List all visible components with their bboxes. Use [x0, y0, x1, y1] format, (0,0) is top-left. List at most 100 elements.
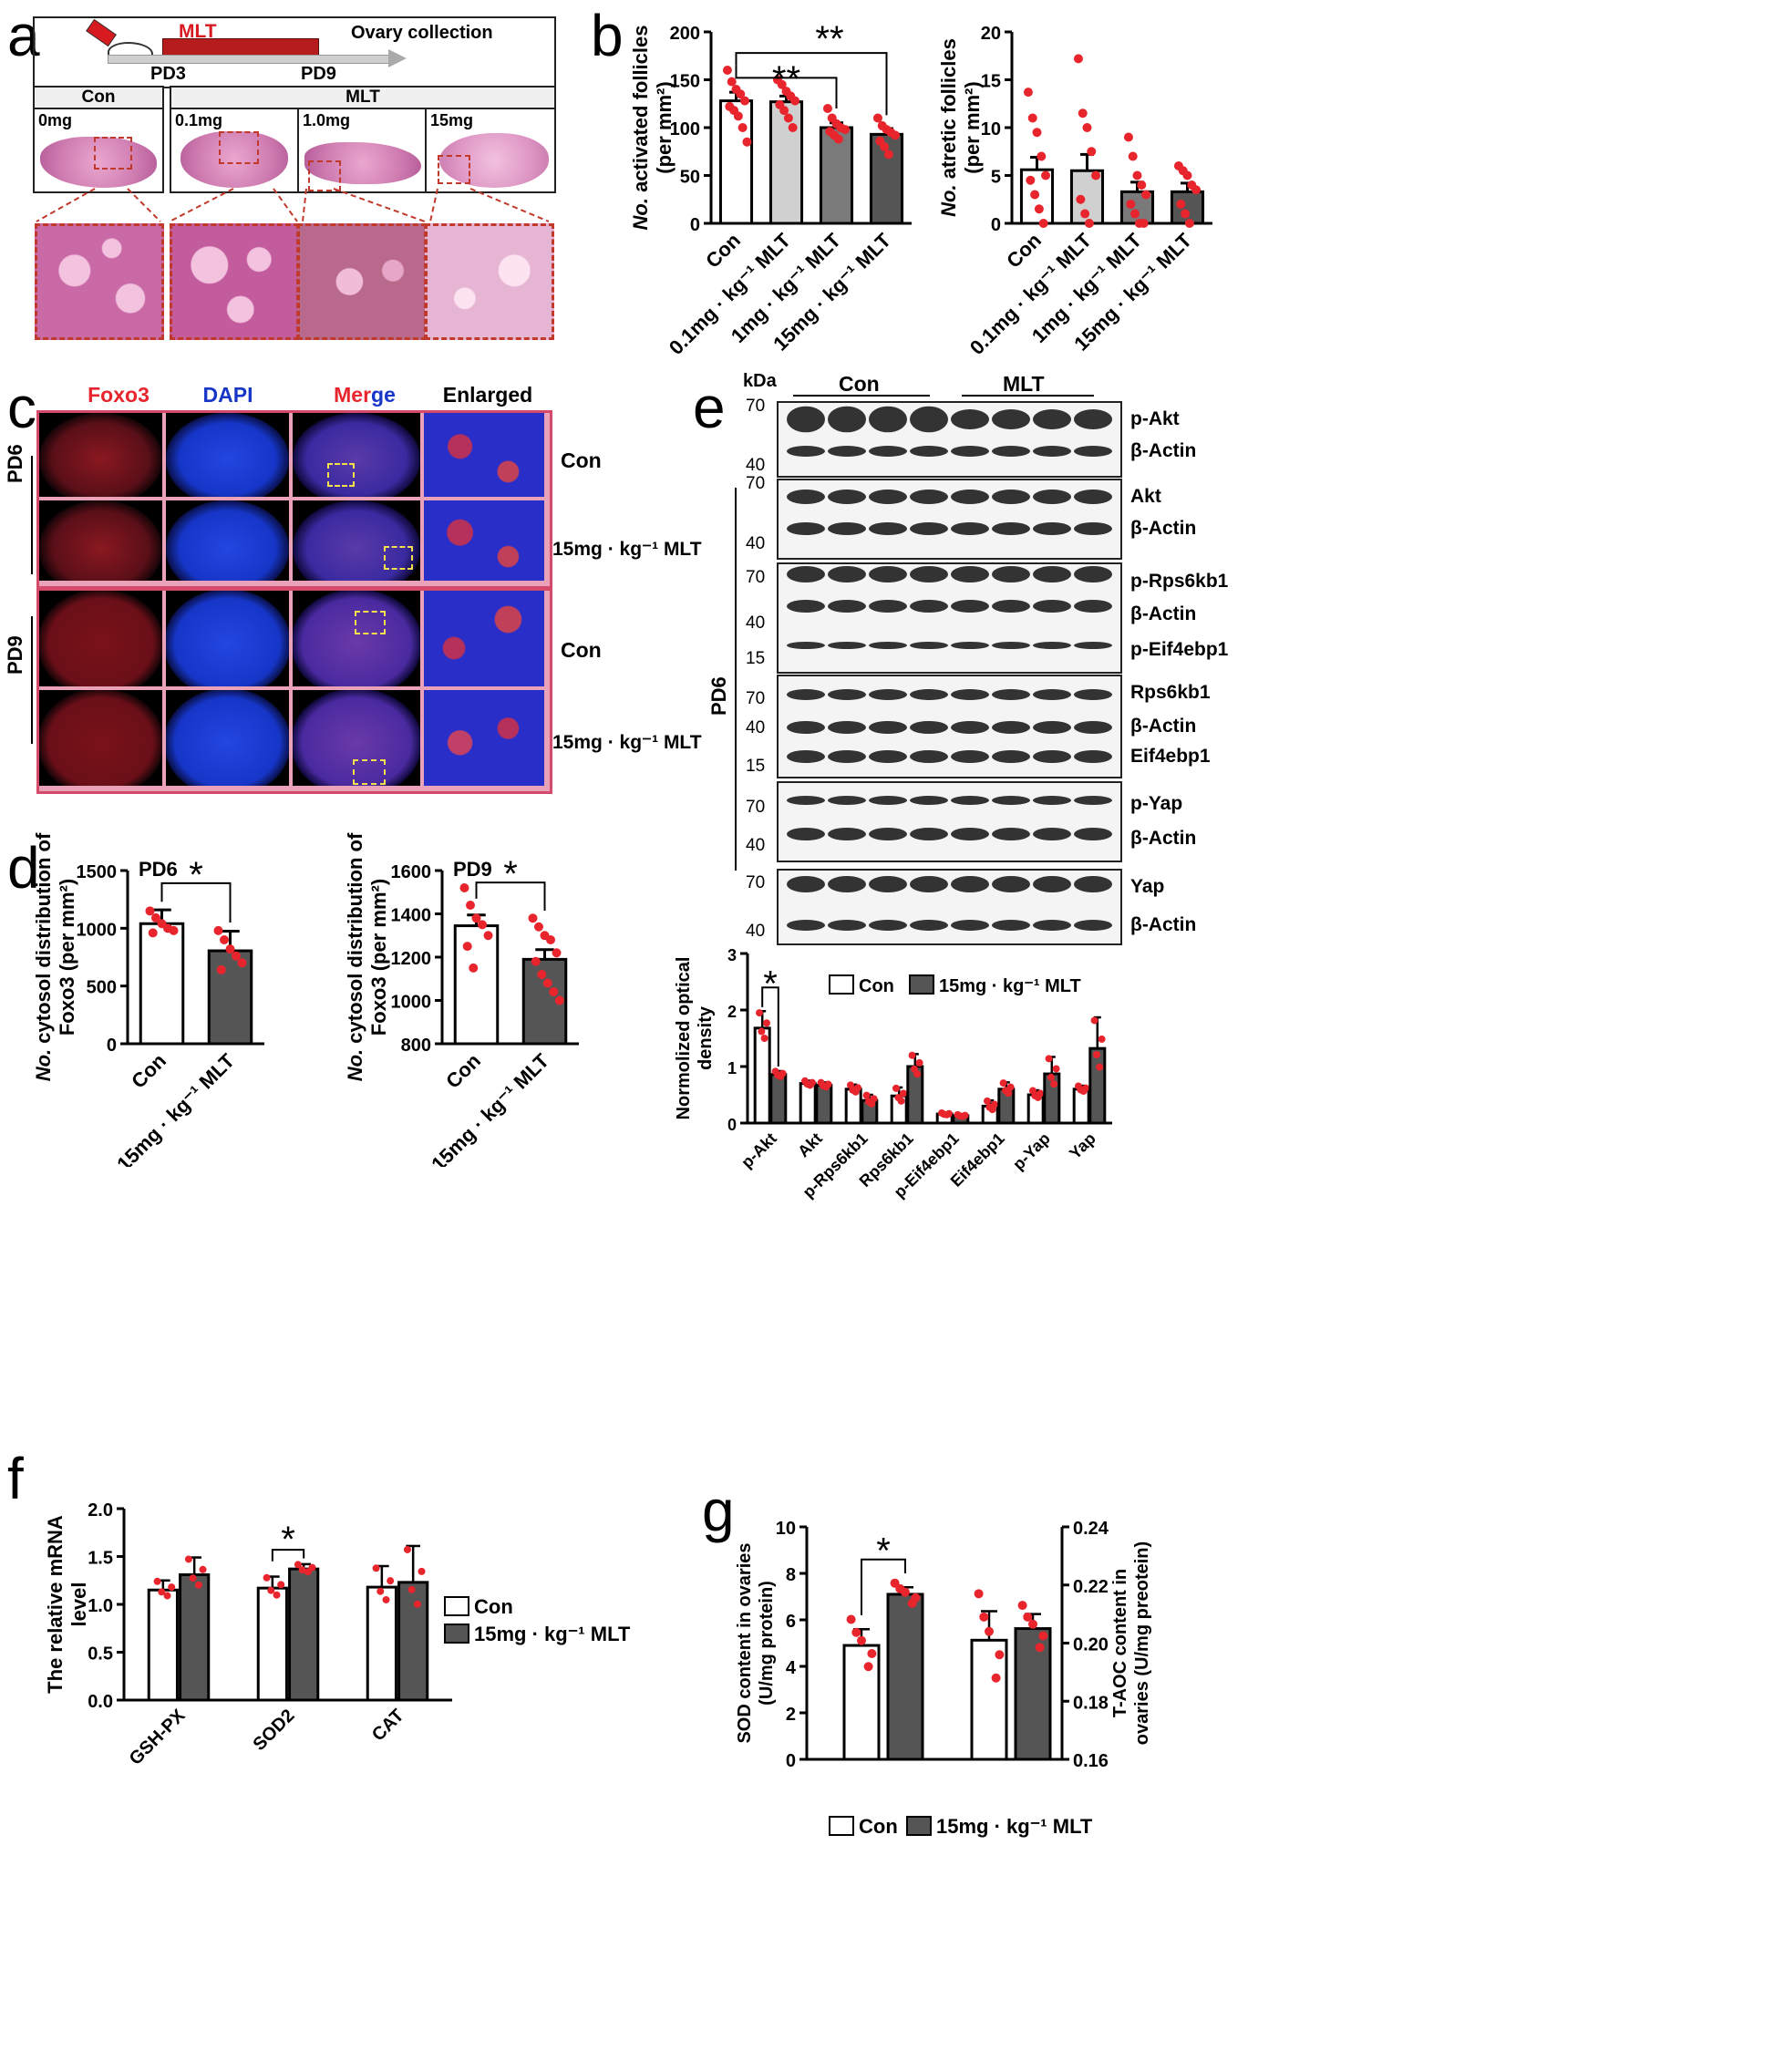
roi-box: [219, 131, 259, 164]
blot-band: [869, 828, 907, 840]
blot-band: [787, 828, 825, 840]
data-point: [1031, 1091, 1039, 1099]
blot-band: [951, 876, 989, 892]
panel-g-chart: 0 2 4 6 8 10 0.16 0.18 0.20 0.22 0.24 * SOD content …: [735, 1519, 1152, 1838]
blot-band: [1074, 446, 1112, 457]
blot-band: [992, 642, 1030, 649]
y-axis-label-line2: (per mm²): [961, 81, 984, 173]
enlarged-pd9-mlt: [424, 690, 544, 786]
bar: [1170, 190, 1205, 225]
data-point: [1191, 185, 1202, 195]
data-point: [1084, 219, 1094, 228]
data-point: [1098, 1035, 1106, 1043]
data-point: [758, 1027, 766, 1036]
data-point: [1017, 1601, 1027, 1611]
legend-label-mlt: 15mg · kg⁻¹ MLT: [939, 976, 1081, 996]
blot-band: [1033, 490, 1071, 504]
blot-band: [828, 689, 866, 700]
data-point: [372, 1564, 380, 1572]
y-tick-label: 1.5: [88, 1549, 113, 1569]
kda-marker: 40: [746, 456, 766, 475]
data-point: [788, 123, 798, 132]
pd6-text: PD6: [707, 676, 730, 716]
blot-band: [910, 689, 948, 700]
data-point: [857, 1635, 866, 1645]
data-point: [216, 964, 226, 974]
data-point: [213, 925, 223, 935]
significance-bracket: [271, 1549, 305, 1562]
data-point: [418, 1567, 426, 1575]
y-tick-label: 1000: [391, 993, 432, 1013]
he-section-1.0mg: 1.0mg: [297, 108, 427, 193]
significance-bracket: [735, 65, 838, 108]
ovary-tissue: [439, 133, 549, 188]
foxo3-pd9-con: [39, 591, 162, 686]
mlt-group-label: MLT: [1003, 372, 1045, 396]
data-point: [471, 913, 481, 923]
kda-marker: 70: [746, 397, 766, 416]
data-point: [465, 901, 475, 910]
blot-band: [992, 689, 1030, 700]
data-point: [1045, 1055, 1053, 1063]
data-point: [985, 1626, 994, 1636]
data-point: [552, 948, 562, 958]
blot-band: [787, 600, 825, 613]
data-point: [833, 134, 843, 144]
data-point: [163, 1592, 171, 1600]
col-dapi: DAPI: [202, 383, 253, 407]
blot-band: [828, 721, 866, 734]
blot-band: [910, 828, 948, 840]
blot-band: [1033, 750, 1071, 763]
y-axis-label-left-line2: (U/mg protein): [757, 1581, 777, 1706]
blot-band: [951, 828, 989, 840]
dose-label: 15mg: [430, 111, 474, 129]
pd9-label: PD9: [4, 635, 27, 675]
blot-label: Rps6kb1: [1130, 682, 1211, 703]
kda-marker: 70: [746, 474, 766, 493]
legend-label-mlt: 15mg · kg⁻¹ MLT: [474, 1623, 631, 1645]
data-point: [194, 1581, 202, 1589]
blot-band: [951, 446, 989, 457]
blot-band: [828, 876, 866, 892]
blot-band: [869, 522, 907, 535]
kda-marker: 40: [746, 836, 766, 855]
data-point: [1087, 147, 1097, 157]
y-tick-label-right: 0.20: [1073, 1635, 1109, 1655]
y-axis-label: No. cytosol distribution of: [32, 832, 55, 1081]
data-point: [184, 1555, 192, 1563]
blot-band: [992, 876, 1030, 892]
bar: [366, 1585, 397, 1702]
data-point: [189, 1574, 197, 1582]
blot-band: [828, 406, 866, 433]
blot-band: [910, 490, 948, 504]
x-tick-label: Con: [441, 1049, 485, 1093]
y-tick-label-right: 0.22: [1073, 1577, 1109, 1597]
blot-band: [951, 600, 989, 613]
data-point: [469, 963, 479, 973]
dapi-pd9-con: [166, 591, 289, 686]
blot-label: β-Actin: [1130, 914, 1197, 935]
data-point: [774, 1071, 781, 1079]
y-tick-label: 5: [991, 168, 1001, 188]
blot-band: [910, 876, 948, 892]
data-point: [145, 906, 155, 916]
blot-band: [910, 642, 948, 649]
blot-band: [910, 750, 948, 763]
row-label-pd9-con: Con: [561, 638, 602, 662]
data-point: [1027, 113, 1037, 123]
blot-band: [1033, 920, 1071, 931]
data-point: [736, 89, 746, 99]
blot-band: [1074, 642, 1112, 649]
data-point: [1130, 209, 1140, 219]
blot-band: [869, 600, 907, 613]
y-tick-label: 0: [727, 1116, 737, 1134]
y-axis-label-right: T-AOC content in: [1110, 1569, 1130, 1717]
pd9-text: PD9: [4, 635, 26, 675]
blot-band: [787, 490, 825, 504]
data-point: [894, 1094, 902, 1102]
y-axis-label-line2: level: [67, 1582, 90, 1627]
data-point: [849, 1086, 857, 1094]
data-point: [382, 1595, 390, 1603]
pd3-label: PD3: [150, 64, 186, 84]
